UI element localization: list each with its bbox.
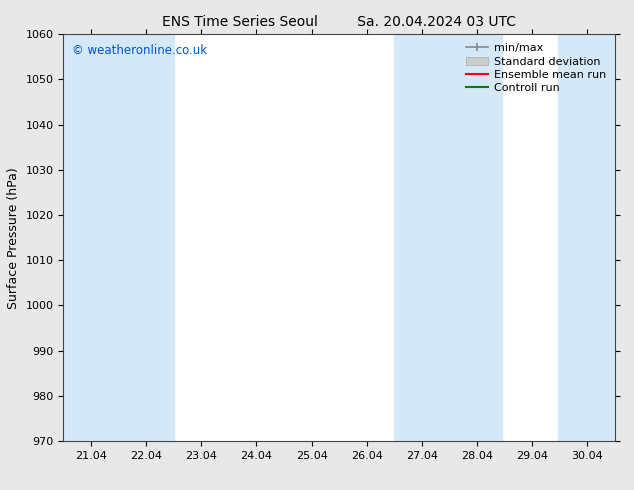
Bar [394, 34, 503, 441]
Bar [63, 34, 174, 441]
Y-axis label: Surface Pressure (hPa): Surface Pressure (hPa) [7, 167, 20, 309]
Text: © weatheronline.co.uk: © weatheronline.co.uk [72, 45, 207, 57]
Legend: min/max, Standard deviation, Ensemble mean run, Controll run: min/max, Standard deviation, Ensemble me… [463, 40, 609, 97]
Bar [558, 34, 615, 441]
Title: ENS Time Series Seoul         Sa. 20.04.2024 03 UTC: ENS Time Series Seoul Sa. 20.04.2024 03 … [162, 15, 516, 29]
